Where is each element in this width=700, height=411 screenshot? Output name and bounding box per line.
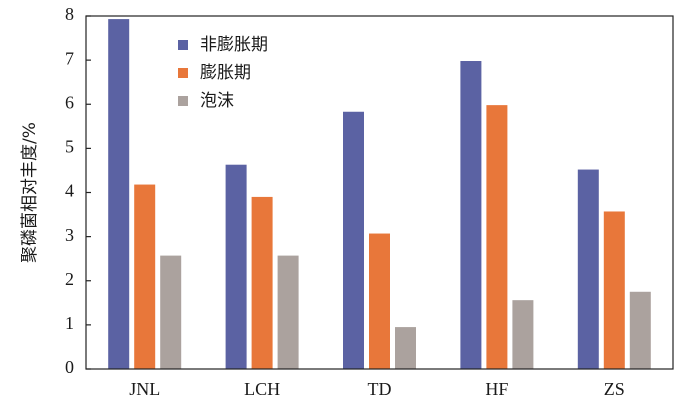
y-tick-label: 2 <box>65 269 74 289</box>
x-tick-label: HF <box>485 379 508 399</box>
x-tick-label: TD <box>368 379 392 399</box>
legend-swatch-3 <box>178 96 188 106</box>
bar-td-series-2 <box>369 233 390 369</box>
bar-td-series-3 <box>395 327 416 369</box>
legend-label-2: 膨胀期 <box>200 63 251 83</box>
bar-zs-series-1 <box>577 169 599 369</box>
x-tick-label: LCH <box>244 379 280 399</box>
x-tick-label: JNL <box>129 379 160 399</box>
y-tick-label: 6 <box>65 92 74 112</box>
legend-label-1: 非膨胀期 <box>200 35 268 55</box>
bar-hf-series-2 <box>486 105 508 369</box>
bar-zs-series-2 <box>603 211 625 369</box>
bar-td-series-1 <box>343 111 364 369</box>
bar-jnl-series-1 <box>108 19 130 370</box>
bar-lch-series-3 <box>277 255 299 369</box>
legend-label-3: 泡沫 <box>200 91 234 111</box>
bar-hf-series-1 <box>460 61 482 369</box>
y-tick-label: 4 <box>65 181 74 201</box>
y-tick-label: 8 <box>65 4 74 24</box>
bar-hf-series-3 <box>512 300 534 369</box>
x-tick-label: ZS <box>604 379 625 399</box>
legend-swatch-2 <box>178 68 188 78</box>
y-tick-label: 3 <box>65 225 74 245</box>
bar-jnl-series-3 <box>160 255 182 369</box>
ticks-layer: 0 1 2 3 4 5 6 7 8 JNL LCH TD HF ZS <box>65 4 625 399</box>
y-tick-label: 1 <box>65 313 74 333</box>
bars-layer <box>108 19 651 370</box>
legend-swatch-1 <box>178 40 188 50</box>
bar-zs-series-3 <box>629 291 651 369</box>
y-tick-label: 5 <box>65 137 74 157</box>
bar-lch-series-1 <box>225 164 247 369</box>
y-tick-label: 0 <box>65 357 74 377</box>
bar-jnl-series-2 <box>134 184 156 369</box>
y-tick-label: 7 <box>65 48 74 68</box>
y-axis-title: 聚磷菌相对丰度/% <box>20 122 40 263</box>
bar-lch-series-2 <box>251 196 273 369</box>
